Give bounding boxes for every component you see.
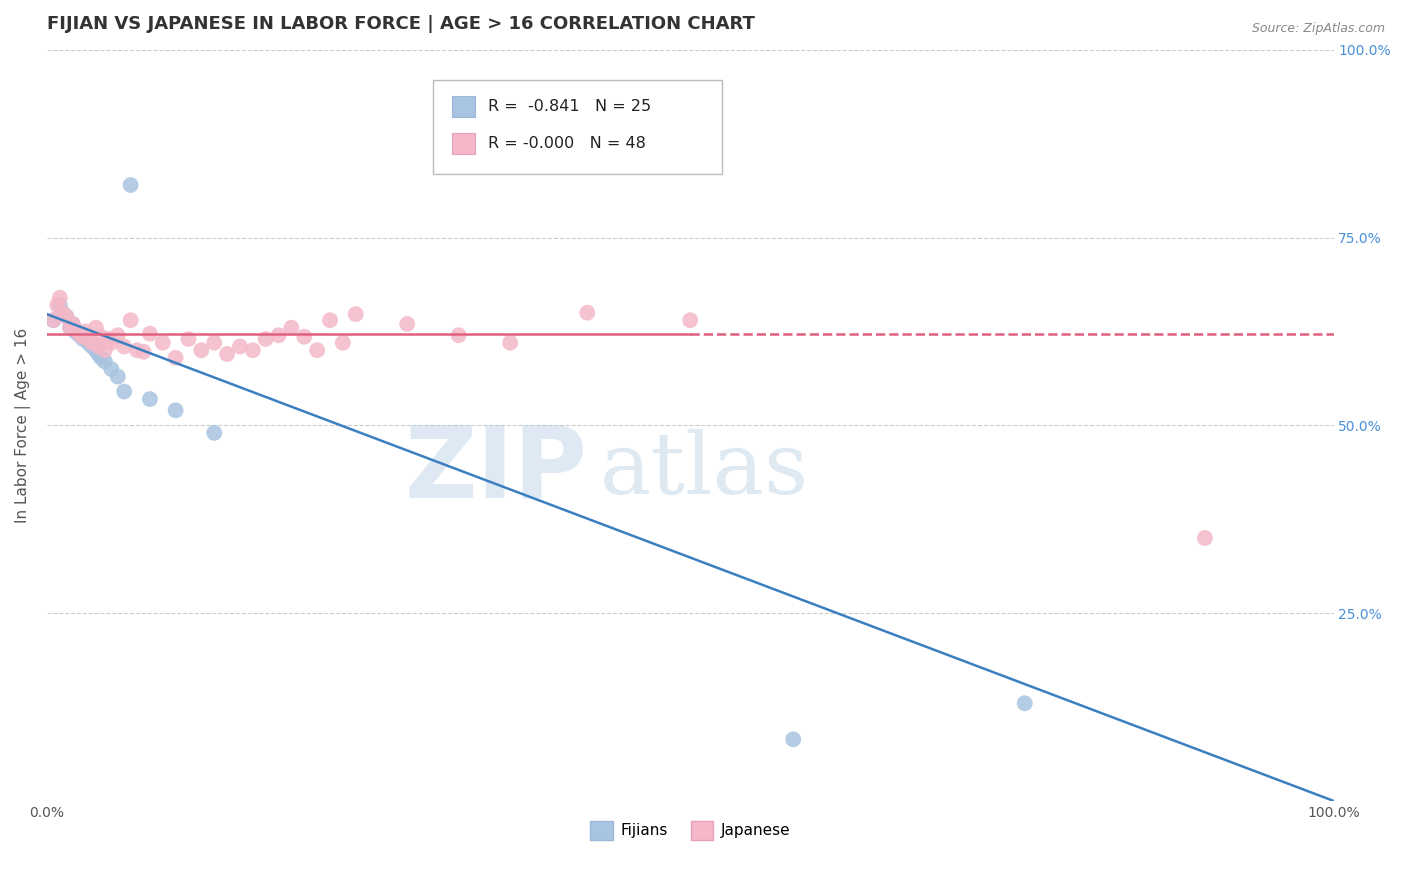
Point bbox=[679, 313, 702, 327]
Text: R = -0.000   N = 48: R = -0.000 N = 48 bbox=[488, 136, 647, 152]
Point bbox=[447, 328, 470, 343]
Point bbox=[59, 320, 82, 334]
Point bbox=[80, 339, 103, 353]
Point bbox=[120, 313, 142, 327]
Point bbox=[280, 320, 302, 334]
Point bbox=[344, 307, 367, 321]
Point bbox=[499, 335, 522, 350]
Point bbox=[100, 362, 122, 376]
Point bbox=[292, 330, 315, 344]
Point bbox=[55, 310, 77, 324]
Point bbox=[87, 347, 110, 361]
Point bbox=[254, 332, 277, 346]
Point bbox=[107, 328, 129, 343]
Point bbox=[42, 313, 65, 327]
Point bbox=[307, 343, 329, 358]
Point bbox=[1194, 531, 1216, 545]
Point bbox=[1014, 696, 1036, 710]
Text: ZIP: ZIP bbox=[405, 422, 588, 519]
Point bbox=[42, 313, 65, 327]
Point bbox=[62, 317, 84, 331]
Point bbox=[139, 326, 162, 341]
Text: FIJIAN VS JAPANESE IN LABOR FORCE | AGE > 16 CORRELATION CHART: FIJIAN VS JAPANESE IN LABOR FORCE | AGE … bbox=[46, 15, 755, 33]
FancyBboxPatch shape bbox=[453, 133, 475, 154]
Point bbox=[72, 330, 94, 344]
Point bbox=[67, 326, 90, 341]
Point bbox=[51, 306, 73, 320]
Point bbox=[202, 425, 225, 440]
FancyBboxPatch shape bbox=[453, 95, 475, 117]
Point bbox=[229, 339, 252, 353]
Point bbox=[75, 330, 97, 344]
Text: R =  -0.841   N = 25: R = -0.841 N = 25 bbox=[488, 99, 651, 113]
Point bbox=[107, 369, 129, 384]
Point bbox=[59, 320, 82, 334]
Point bbox=[90, 351, 112, 365]
Point bbox=[319, 313, 342, 327]
Point bbox=[77, 332, 100, 346]
Point bbox=[94, 343, 117, 358]
Point bbox=[217, 347, 239, 361]
Point bbox=[202, 335, 225, 350]
Point bbox=[267, 328, 290, 343]
Point bbox=[242, 343, 264, 358]
Point bbox=[332, 335, 354, 350]
Point bbox=[84, 343, 107, 358]
Point bbox=[90, 330, 112, 344]
Point bbox=[67, 328, 90, 343]
Point bbox=[97, 332, 120, 346]
Text: atlas: atlas bbox=[600, 429, 810, 512]
Point bbox=[72, 332, 94, 346]
Point bbox=[94, 354, 117, 368]
Point bbox=[112, 384, 135, 399]
Point bbox=[65, 322, 87, 336]
Point bbox=[87, 339, 110, 353]
Point bbox=[77, 335, 100, 350]
Point bbox=[177, 332, 200, 346]
Point bbox=[125, 343, 148, 358]
Point bbox=[576, 306, 599, 320]
Point bbox=[55, 310, 77, 324]
Point bbox=[139, 392, 162, 406]
Point bbox=[782, 732, 804, 747]
Point bbox=[75, 325, 97, 339]
Point bbox=[589, 148, 612, 162]
Legend: Fijians, Japanese: Fijians, Japanese bbox=[583, 815, 797, 846]
Point bbox=[65, 325, 87, 339]
Point bbox=[49, 298, 72, 312]
Y-axis label: In Labor Force | Age > 16: In Labor Force | Age > 16 bbox=[15, 327, 31, 523]
Point bbox=[396, 317, 419, 331]
Point bbox=[80, 335, 103, 350]
Point bbox=[62, 317, 84, 331]
Point bbox=[190, 343, 212, 358]
Point bbox=[51, 306, 73, 320]
Point bbox=[132, 344, 155, 359]
Point bbox=[46, 298, 69, 312]
Point bbox=[120, 178, 142, 192]
Point bbox=[84, 320, 107, 334]
Text: Source: ZipAtlas.com: Source: ZipAtlas.com bbox=[1251, 22, 1385, 36]
Point bbox=[112, 339, 135, 353]
Point bbox=[100, 335, 122, 350]
Point bbox=[152, 335, 174, 350]
FancyBboxPatch shape bbox=[433, 80, 723, 174]
Point bbox=[165, 403, 187, 417]
Point bbox=[165, 351, 187, 365]
Point bbox=[49, 291, 72, 305]
